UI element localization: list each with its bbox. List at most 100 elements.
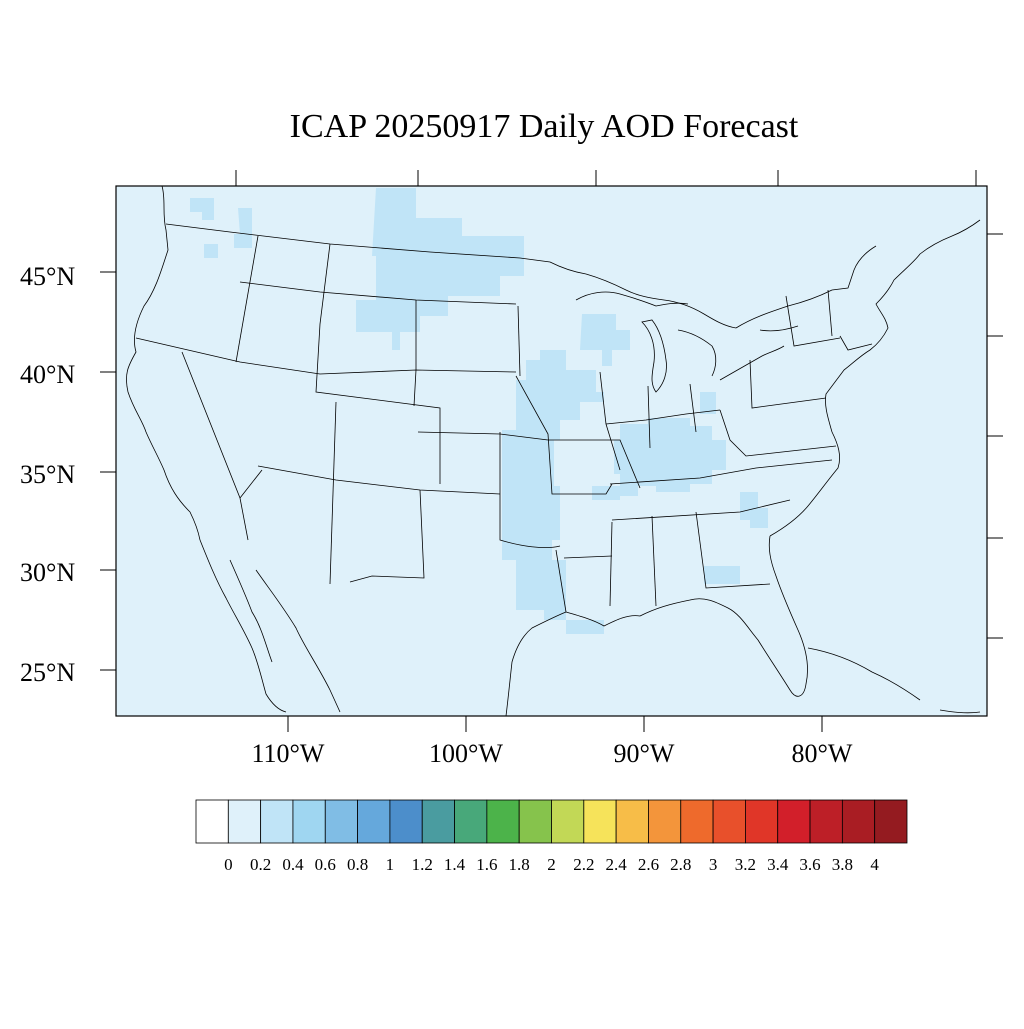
colorbar-label: 2	[547, 855, 556, 874]
colorbar-label: 3	[709, 855, 718, 874]
border-line	[135, 337, 517, 375]
cuba-outline	[807, 647, 921, 701]
border-line	[647, 385, 651, 449]
border-line	[255, 569, 341, 713]
colorbar-swatch	[809, 799, 843, 844]
aod-patch	[190, 198, 214, 220]
latitude-labels: 25°N 30°N 35°N 40°N 45°N	[20, 262, 75, 687]
border-line	[165, 223, 587, 275]
latitude-label: 25°N	[20, 658, 75, 687]
colorbar-label: 0.6	[315, 855, 336, 874]
colorbar-swatch	[615, 799, 649, 844]
colorbar-label: 3.4	[767, 855, 789, 874]
colorbar-swatch	[777, 799, 811, 844]
aod-patch	[700, 392, 716, 414]
aod-patch	[740, 492, 768, 528]
aod-patch	[592, 486, 620, 500]
colorbar-label: 3.6	[799, 855, 820, 874]
border-line	[585, 273, 737, 329]
latitude-label: 30°N	[20, 558, 75, 587]
border-line	[413, 300, 417, 407]
map-borders	[126, 185, 981, 717]
colorbar-label: 1.4	[444, 855, 466, 874]
colorbar-label: 0.8	[347, 855, 368, 874]
border-line	[499, 432, 561, 548]
latitude-label: 40°N	[20, 360, 75, 389]
border-line	[505, 611, 567, 717]
colorbar-swatch	[518, 799, 552, 844]
colorbar-swatch	[292, 799, 326, 844]
colorbar-label: 3.2	[735, 855, 756, 874]
border-line	[575, 291, 689, 307]
map-title: ICAP 20250917 Daily AOD Forecast	[289, 108, 799, 145]
aod-patch	[614, 418, 726, 496]
colorbar-label: 0	[224, 855, 233, 874]
border-line	[517, 305, 521, 377]
colorbar-swatch	[551, 799, 585, 844]
colorbar-label: 3.8	[832, 855, 853, 874]
colorbar-swatch	[195, 799, 229, 844]
colorbar: 0 0.2 0.4 0.6 0.8 1 1.2 1.4 1.6 1.8 2 2.2 2.4 2.6 2.8 3…	[195, 799, 908, 874]
border-line	[749, 359, 827, 409]
border-line	[239, 281, 517, 305]
border-line	[609, 459, 833, 485]
colorbar-label: 2.2	[573, 855, 594, 874]
border-line	[329, 401, 337, 585]
aod-patch	[356, 188, 524, 350]
colorbar-label: 4	[870, 855, 879, 874]
border-line	[239, 469, 263, 499]
colorbar-label: 1.8	[509, 855, 530, 874]
border-line	[839, 335, 873, 351]
border-line	[719, 345, 785, 381]
colorbar-swatch	[583, 799, 617, 844]
colorbar-swatch	[874, 799, 908, 844]
border-line	[827, 289, 833, 337]
aod-patch	[502, 350, 604, 620]
colorbar-swatch	[486, 799, 520, 844]
border-line	[565, 535, 808, 697]
colorbar-label: 2.8	[670, 855, 691, 874]
colorbar-label: 1.2	[412, 855, 433, 874]
hispaniola-outline	[939, 709, 981, 714]
border-line	[605, 409, 721, 425]
colorbar-swatch	[389, 799, 423, 844]
colorbar-swatch	[357, 799, 391, 844]
colorbar-label: 0.2	[250, 855, 271, 874]
border-line	[689, 383, 697, 433]
border-line	[677, 329, 717, 377]
border-line	[641, 319, 667, 393]
aod-patch	[566, 620, 604, 634]
border-line	[257, 465, 501, 495]
colorbar-swatch	[454, 799, 488, 844]
longitude-label: 100°W	[429, 739, 503, 768]
border-line	[235, 235, 259, 363]
colorbar-swatch	[227, 799, 262, 844]
colorbar-swatch	[841, 799, 876, 844]
colorbar-swatch	[648, 799, 682, 844]
colorbar-label: 2.6	[638, 855, 659, 874]
aod-patches	[190, 188, 768, 634]
border-line	[759, 325, 799, 332]
border-line	[611, 499, 791, 521]
longitude-label: 80°W	[792, 739, 853, 768]
border-line	[651, 515, 657, 607]
border-line	[785, 295, 841, 347]
latitude-label: 35°N	[20, 460, 75, 489]
longitude-labels: 110°W 100°W 90°W 80°W	[252, 739, 853, 768]
border-line	[719, 409, 837, 457]
border-line	[126, 185, 201, 541]
longitude-label: 90°W	[614, 739, 675, 768]
colorbar-swatch	[324, 799, 358, 844]
border-line	[319, 243, 331, 325]
colorbar-swatch	[680, 799, 714, 844]
border-line	[349, 489, 425, 583]
border-line	[563, 555, 613, 559]
colorbar-label: 1	[386, 855, 395, 874]
border-line	[695, 511, 771, 589]
border-line	[769, 219, 981, 537]
colorbar-label: 2.4	[606, 855, 628, 874]
colorbar-swatch	[421, 799, 455, 844]
border-line	[735, 245, 877, 329]
